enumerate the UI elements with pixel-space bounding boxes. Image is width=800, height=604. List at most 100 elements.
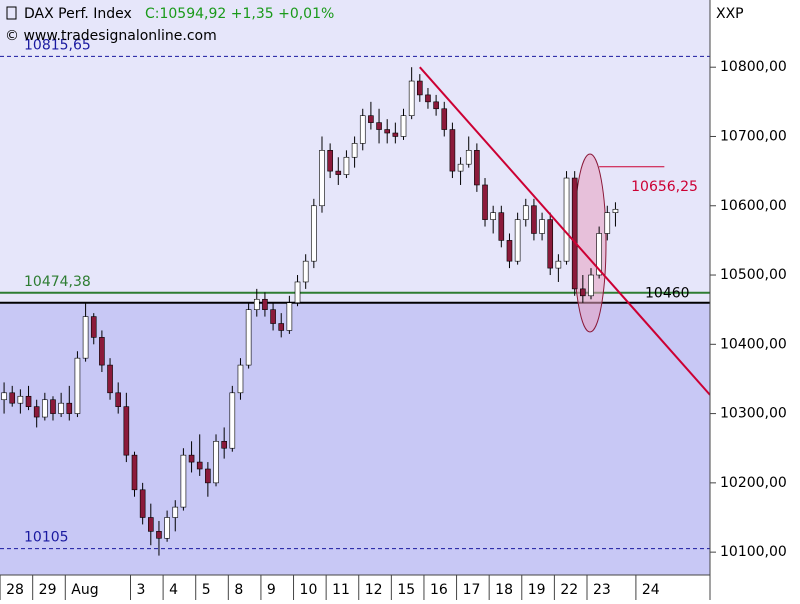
- candle-body: [131, 454, 138, 491]
- candle-body: [498, 212, 505, 241]
- candle-body: [555, 260, 562, 269]
- x-tick-label: 12: [365, 582, 383, 598]
- candle-body: [514, 219, 521, 262]
- candle-body: [66, 402, 73, 414]
- candle-body: [33, 406, 40, 418]
- level-label: 10815,65: [24, 37, 91, 53]
- x-tick-label: 29: [39, 582, 57, 598]
- candle-body: [123, 406, 130, 456]
- candle-body: [319, 150, 325, 207]
- candle-body: [139, 489, 146, 518]
- x-tick-label: Aug: [71, 582, 98, 598]
- candle-body: [205, 468, 211, 484]
- candle-body: [351, 143, 358, 158]
- candle-body: [196, 461, 203, 470]
- x-tick-label: 10: [300, 582, 318, 598]
- candle-body: [400, 115, 407, 137]
- y-tick-label: 10500,00: [720, 267, 787, 283]
- level-label: 10474,38: [24, 274, 91, 290]
- candle-body: [286, 302, 293, 331]
- x-tick-label: 28: [6, 582, 24, 598]
- candle-body: [441, 108, 448, 130]
- x-tick-label: 23: [593, 582, 611, 598]
- chart-title: DAX Perf. Index: [24, 6, 132, 22]
- lower-zone: [0, 302, 710, 575]
- candle-body: [270, 309, 276, 324]
- candle-body: [294, 281, 301, 304]
- candle-body: [433, 101, 439, 110]
- candle-body: [506, 240, 513, 262]
- source: © www.tradesignalonline.com: [5, 28, 217, 44]
- y-tick-label: 10700,00: [720, 128, 787, 144]
- icon: [6, 6, 17, 20]
- candle-body: [82, 316, 89, 359]
- candle-body: [17, 395, 24, 404]
- candle-body: [74, 357, 81, 414]
- candle-body: [262, 298, 268, 310]
- quote: C:10594,92 +1,35 +0,01%: [145, 6, 334, 22]
- x-tick-label: 15: [397, 582, 415, 598]
- candle-body: [156, 531, 162, 539]
- candle-body: [90, 316, 97, 338]
- y-tick-label: 10200,00: [720, 475, 787, 491]
- candle-body: [571, 177, 578, 290]
- y-tick-label: 10800,00: [720, 59, 787, 75]
- candle-body: [531, 205, 537, 234]
- candle-body: [425, 94, 431, 103]
- candle-body: [221, 440, 227, 449]
- candle-body: [164, 517, 170, 539]
- candle-body: [376, 122, 382, 130]
- candle-body: [417, 80, 423, 96]
- trend-line: [419, 66, 711, 396]
- x-tick-label: 19: [528, 582, 546, 598]
- level-label: 10105: [24, 530, 69, 546]
- candle-body: [547, 219, 554, 269]
- candle-body: [563, 177, 570, 262]
- candle-body: [449, 129, 456, 172]
- x-tick-label: 11: [332, 582, 350, 598]
- x-tick-label: 18: [495, 582, 513, 598]
- candle-body: [58, 402, 64, 414]
- candle-body: [148, 517, 154, 532]
- x-tick-label: 3: [137, 582, 146, 598]
- candle-body: [465, 150, 472, 165]
- candle-body: [343, 156, 350, 175]
- candle-body: [384, 129, 390, 134]
- x-tick-label: 8: [234, 582, 243, 598]
- candle-body: [522, 205, 529, 220]
- candle-body: [474, 150, 480, 186]
- x-tick-label: 24: [642, 582, 660, 598]
- candle-body: [172, 506, 179, 518]
- candle-body: [392, 132, 399, 137]
- candle-body: [188, 454, 195, 463]
- candle-body: [596, 233, 602, 276]
- candle-body: [368, 115, 374, 123]
- candle-body: [278, 323, 285, 331]
- x-tick-label: 9: [267, 582, 276, 598]
- candle-body: [588, 274, 594, 297]
- x-axis-area: [0, 575, 710, 600]
- x-tick-label: 22: [560, 582, 578, 598]
- level-label: 10460: [645, 286, 690, 302]
- candle-body: [42, 399, 48, 418]
- candle-body: [482, 184, 488, 220]
- candle-body: [539, 219, 545, 234]
- x-tick-label: 16: [430, 582, 448, 598]
- symbol: XXP: [716, 6, 744, 22]
- candle-body: [302, 260, 309, 283]
- x-tick-label: 5: [202, 582, 211, 598]
- candle-body: [9, 392, 16, 404]
- candle-body: [99, 337, 105, 366]
- candle-body: [213, 440, 219, 484]
- candle-body: [1, 392, 7, 401]
- candle-body: [457, 163, 464, 172]
- y-tick-label: 10300,00: [720, 406, 787, 422]
- y-tick-label: 10600,00: [720, 198, 787, 214]
- x-tick-label: 17: [463, 582, 481, 598]
- candle-body: [311, 205, 317, 262]
- candle-body: [180, 454, 187, 508]
- candle-body: [253, 298, 260, 310]
- x-tick-label: 4: [169, 582, 178, 598]
- candle-body: [245, 309, 252, 366]
